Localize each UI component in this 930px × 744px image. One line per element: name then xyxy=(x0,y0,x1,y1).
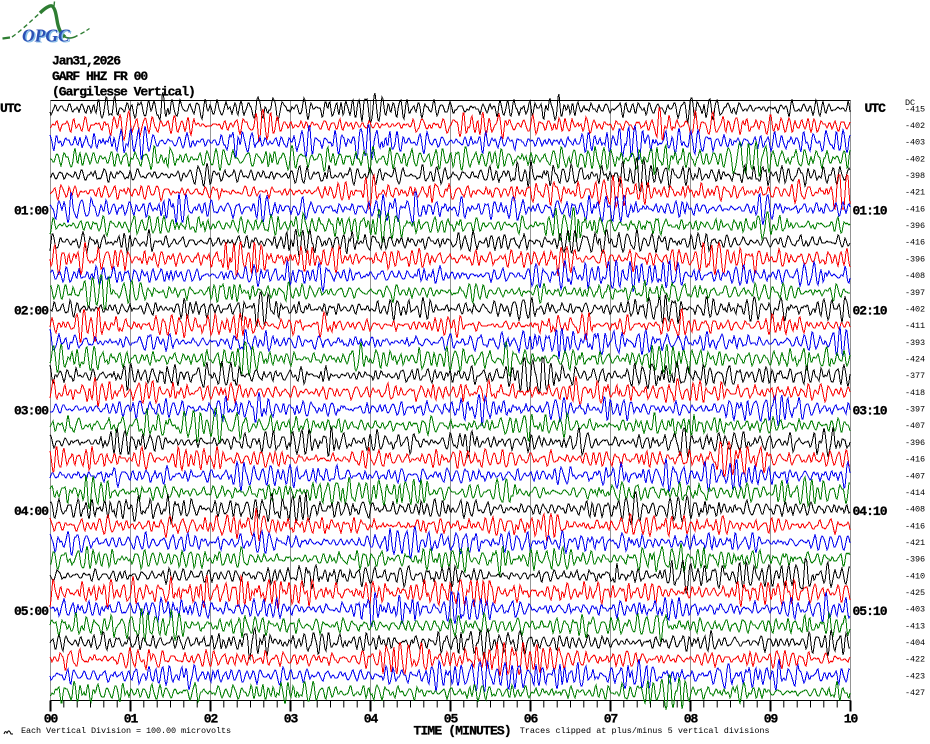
svg-text:-377: -377 xyxy=(905,371,925,381)
svg-text:-396: -396 xyxy=(905,555,925,565)
svg-text:09: 09 xyxy=(764,712,779,727)
svg-text:01: 01 xyxy=(124,712,139,727)
svg-text:UTC: UTC xyxy=(0,101,22,116)
svg-text:03:10: 03:10 xyxy=(853,404,888,419)
svg-text:-393: -393 xyxy=(905,338,925,348)
svg-text:-415: -415 xyxy=(905,104,925,114)
svg-text:-402: -402 xyxy=(905,305,925,315)
svg-text:-416: -416 xyxy=(905,521,925,531)
svg-text:04:10: 04:10 xyxy=(853,504,888,519)
svg-text:10: 10 xyxy=(844,712,859,727)
svg-text:04: 04 xyxy=(364,712,379,727)
svg-text:-425: -425 xyxy=(905,588,925,598)
svg-text:-403: -403 xyxy=(905,605,925,615)
svg-text:Jan31,2026: Jan31,2026 xyxy=(52,54,121,69)
svg-text:-404: -404 xyxy=(905,638,925,648)
svg-text:OPGC: OPGC xyxy=(24,27,72,47)
svg-text:04:00: 04:00 xyxy=(14,504,49,519)
svg-text:-408: -408 xyxy=(905,505,925,515)
svg-text:Traces clipped at plus/minus 5: Traces clipped at plus/minus 5 vertical … xyxy=(520,726,770,736)
svg-text:07: 07 xyxy=(604,712,618,727)
svg-text:-421: -421 xyxy=(905,188,925,198)
svg-text:-416: -416 xyxy=(905,455,925,465)
svg-text:-416: -416 xyxy=(905,238,925,248)
svg-text:-411: -411 xyxy=(905,321,925,331)
svg-text:-397: -397 xyxy=(905,405,925,415)
svg-text:-423: -423 xyxy=(905,671,925,681)
svg-text:-402: -402 xyxy=(905,121,925,131)
svg-text:-407: -407 xyxy=(905,471,925,481)
svg-text:-403: -403 xyxy=(905,138,925,148)
svg-text:05:10: 05:10 xyxy=(853,604,888,619)
svg-text:-410: -410 xyxy=(905,571,925,581)
svg-text:-396: -396 xyxy=(905,438,925,448)
svg-text:-424: -424 xyxy=(905,355,925,365)
svg-text:-422: -422 xyxy=(905,655,925,665)
svg-text:-398: -398 xyxy=(905,171,925,181)
svg-text:DC: DC xyxy=(905,98,915,108)
svg-text:-402: -402 xyxy=(905,154,925,164)
svg-text:OPGC: OPGC xyxy=(22,26,70,46)
svg-text:-418: -418 xyxy=(905,388,925,398)
svg-text:-397: -397 xyxy=(905,288,925,298)
svg-text:01:10: 01:10 xyxy=(853,204,888,219)
svg-text:-408: -408 xyxy=(905,271,925,281)
svg-text:-421: -421 xyxy=(905,538,925,548)
svg-text:03:00: 03:00 xyxy=(14,404,49,419)
svg-text:-414: -414 xyxy=(905,488,925,498)
svg-text:02: 02 xyxy=(204,712,219,727)
svg-text:05:00: 05:00 xyxy=(14,604,49,619)
svg-text:00: 00 xyxy=(44,712,59,727)
svg-text:08: 08 xyxy=(684,712,699,727)
svg-text:-413: -413 xyxy=(905,621,925,631)
svg-text:Each Vertical Division = 100.: Each Vertical Division = 100.00 microvol… xyxy=(21,726,231,736)
svg-text:-407: -407 xyxy=(905,421,925,431)
svg-text:02:10: 02:10 xyxy=(853,304,888,319)
svg-text:06: 06 xyxy=(524,712,539,727)
svg-text:TIME (MINUTES): TIME (MINUTES) xyxy=(414,724,511,739)
svg-text:03: 03 xyxy=(284,712,299,727)
svg-text:-396: -396 xyxy=(905,254,925,264)
svg-text:02:00: 02:00 xyxy=(14,304,49,319)
svg-text:-396: -396 xyxy=(905,221,925,231)
svg-text:-416: -416 xyxy=(905,204,925,214)
svg-text:-427: -427 xyxy=(905,688,925,698)
svg-text:GARF HHZ FR 00: GARF HHZ FR 00 xyxy=(52,69,148,84)
svg-text:01:00: 01:00 xyxy=(14,204,49,219)
svg-text:05: 05 xyxy=(444,712,459,727)
svg-text:(Gargilesse Vertical): (Gargilesse Vertical) xyxy=(52,85,195,100)
svg-text:UTC: UTC xyxy=(865,101,887,116)
